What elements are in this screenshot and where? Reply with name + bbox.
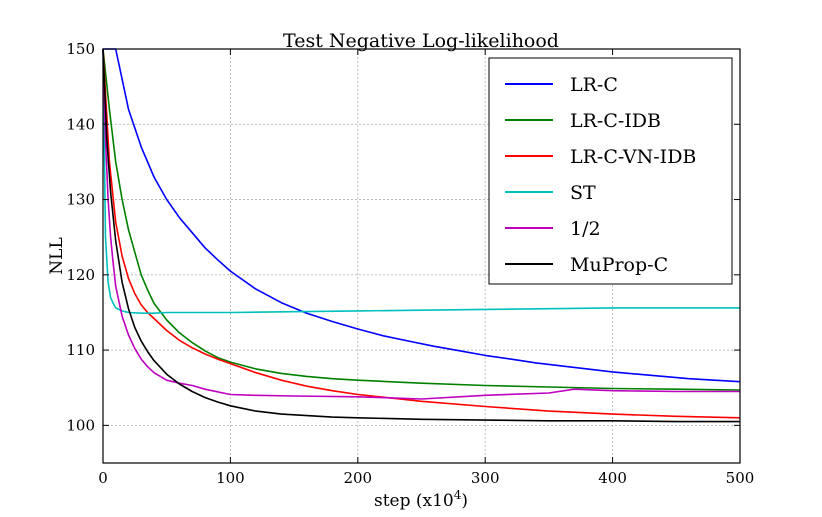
axis-ticks xyxy=(102,48,741,463)
y-tick-label-4: 140 xyxy=(66,115,95,133)
x-axis-label-exponent: 4 xyxy=(454,488,462,502)
legend: LR-C LR-C-IDB LR-C-VN-IDB ST 1/2 MuProp-C xyxy=(488,57,733,285)
x-axis-label-text: step (x10 xyxy=(374,491,454,511)
x-tick-label-2: 200 xyxy=(343,469,372,487)
y-tick-label-5: 150 xyxy=(66,40,95,58)
legend-label-lr-c: LR-C xyxy=(570,74,618,96)
legend-label-lr-c-idb: LR-C-IDB xyxy=(570,110,661,132)
y-tick-label-2: 120 xyxy=(66,266,95,284)
series-line-lr-c-vn-idb xyxy=(102,48,741,419)
legend-label-lr-c-vn-idb: LR-C-VN-IDB xyxy=(570,146,696,168)
legend-label-1-2: 1/2 xyxy=(570,218,601,240)
x-tick-label-3: 300 xyxy=(471,469,500,487)
x-axis-label: step (x104) xyxy=(374,488,468,511)
series-line-st xyxy=(102,48,740,314)
series-line-lr-c-idb xyxy=(102,48,741,391)
x-tick-label-5: 500 xyxy=(726,469,755,487)
legend-label-st: ST xyxy=(570,182,596,204)
legend-label-muprop-c: MuProp-C xyxy=(570,254,668,276)
y-axis-label: NLL xyxy=(47,237,67,274)
y-tick-label-0: 100 xyxy=(66,416,95,434)
y-tick-label-1: 110 xyxy=(66,341,95,359)
tick-labels: 0 100 200 300 400 500 100 110 120 130 140 150 xyxy=(66,40,754,487)
chart-title: Test Negative Log-likelihood xyxy=(283,30,559,52)
x-tick-label-0: 0 xyxy=(98,469,108,487)
x-axis-label-close: ) xyxy=(461,491,468,511)
legend-box xyxy=(488,57,733,285)
x-tick-label-1: 100 xyxy=(216,469,245,487)
series-layer xyxy=(102,48,741,423)
series-line-muprop-c xyxy=(102,48,740,423)
x-tick-label-4: 400 xyxy=(598,469,627,487)
series-line-lr-c xyxy=(103,48,741,383)
y-tick-label-3: 130 xyxy=(66,191,95,209)
plot-frame xyxy=(102,48,741,464)
